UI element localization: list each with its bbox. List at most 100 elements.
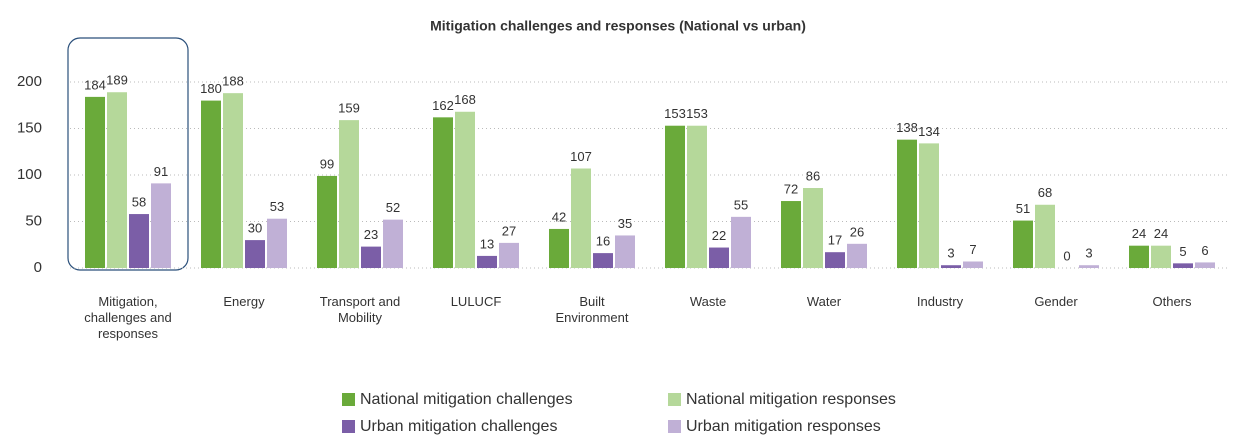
bar	[1173, 263, 1193, 268]
legend-label: National mitigation responses	[686, 391, 896, 408]
value-label: 162	[432, 98, 454, 113]
value-label: 52	[386, 200, 400, 215]
bar	[847, 243, 867, 268]
bar	[731, 216, 751, 268]
bar	[267, 218, 287, 268]
bar	[339, 120, 359, 268]
bar	[1035, 204, 1055, 268]
value-label: 107	[570, 149, 592, 164]
bar	[1129, 245, 1149, 268]
value-label: 27	[502, 223, 516, 238]
bar	[317, 175, 337, 268]
bar	[477, 255, 497, 268]
bar	[107, 92, 127, 268]
value-label: 3	[947, 246, 954, 261]
bar	[245, 240, 265, 268]
value-label: 26	[850, 224, 864, 239]
legend-label: National mitigation challenges	[360, 391, 573, 408]
bar	[455, 111, 475, 268]
value-label: 24	[1132, 226, 1146, 241]
value-label: 17	[828, 233, 842, 248]
bar	[897, 139, 917, 268]
bar	[825, 252, 845, 268]
bar	[941, 265, 961, 268]
x-tick-label: Waste	[690, 294, 726, 309]
x-tick-label: Built Environment	[556, 294, 629, 325]
chart-title: Mitigation challenges and responses (Nat…	[430, 18, 806, 34]
x-tick-label: Mitigation, challenges and responses	[84, 294, 171, 341]
value-label: 58	[132, 194, 146, 209]
value-label: 22	[712, 228, 726, 243]
value-label: 68	[1038, 185, 1052, 200]
bar	[615, 235, 635, 268]
value-label: 138	[896, 120, 918, 135]
y-tick-label: 50	[25, 212, 42, 229]
value-label: 24	[1154, 226, 1168, 241]
value-label: 188	[222, 74, 244, 89]
bar	[571, 168, 591, 268]
legend-label: Urban mitigation responses	[686, 418, 881, 435]
bar	[201, 100, 221, 268]
bar	[499, 242, 519, 268]
bar	[85, 96, 105, 268]
value-label: 51	[1016, 201, 1030, 216]
value-label: 53	[270, 199, 284, 214]
value-label: 55	[734, 197, 748, 212]
value-label: 30	[248, 221, 262, 236]
x-tick-label: Energy	[223, 294, 265, 309]
x-tick-label: Others	[1152, 294, 1192, 309]
value-label: 13	[480, 236, 494, 251]
value-label: 91	[154, 164, 168, 179]
bar	[665, 125, 685, 269]
bar	[781, 201, 801, 268]
legend-swatch	[668, 420, 681, 433]
y-tick-label: 100	[17, 166, 42, 183]
highlight-box	[67, 37, 189, 271]
value-label: 0	[1063, 248, 1070, 263]
value-label: 42	[552, 209, 566, 224]
bar	[361, 246, 381, 268]
bar	[129, 214, 149, 268]
bar	[919, 143, 939, 268]
bar	[803, 188, 823, 268]
bar	[549, 228, 569, 268]
bar	[1013, 220, 1033, 268]
x-tick-label: LULUCF	[451, 294, 502, 309]
bar	[709, 247, 729, 268]
value-label: 153	[686, 106, 708, 121]
bar	[1079, 265, 1099, 268]
bar	[1151, 245, 1171, 268]
value-label: 5	[1179, 244, 1186, 259]
legend-swatch	[342, 393, 355, 406]
value-label: 134	[918, 124, 940, 139]
value-label: 23	[364, 227, 378, 242]
value-label: 184	[84, 77, 106, 92]
x-tick-label: Industry	[917, 294, 964, 309]
value-label: 189	[106, 73, 128, 88]
x-tick-label: Gender	[1034, 294, 1078, 309]
bar	[383, 219, 403, 268]
x-tick-label: Transport and Mobility	[320, 294, 400, 325]
bar	[593, 253, 613, 268]
bar	[433, 117, 453, 268]
value-label: 180	[200, 81, 222, 96]
bar	[151, 183, 171, 268]
value-label: 153	[664, 106, 686, 121]
legend-swatch	[668, 393, 681, 406]
value-label: 99	[320, 156, 334, 171]
legend-label: Urban mitigation challenges	[360, 418, 557, 435]
value-label: 159	[338, 101, 360, 116]
value-label: 86	[806, 168, 820, 183]
bar	[223, 93, 243, 268]
y-tick-label: 0	[34, 259, 42, 276]
value-label: 35	[618, 216, 632, 231]
value-label: 7	[969, 242, 976, 257]
legend-swatch	[342, 420, 355, 433]
value-label: 3	[1085, 246, 1092, 261]
bar	[1195, 262, 1215, 268]
value-label: 72	[784, 181, 798, 196]
bar	[687, 125, 707, 269]
y-tick-label: 200	[17, 73, 42, 90]
y-tick-label: 150	[17, 119, 42, 136]
